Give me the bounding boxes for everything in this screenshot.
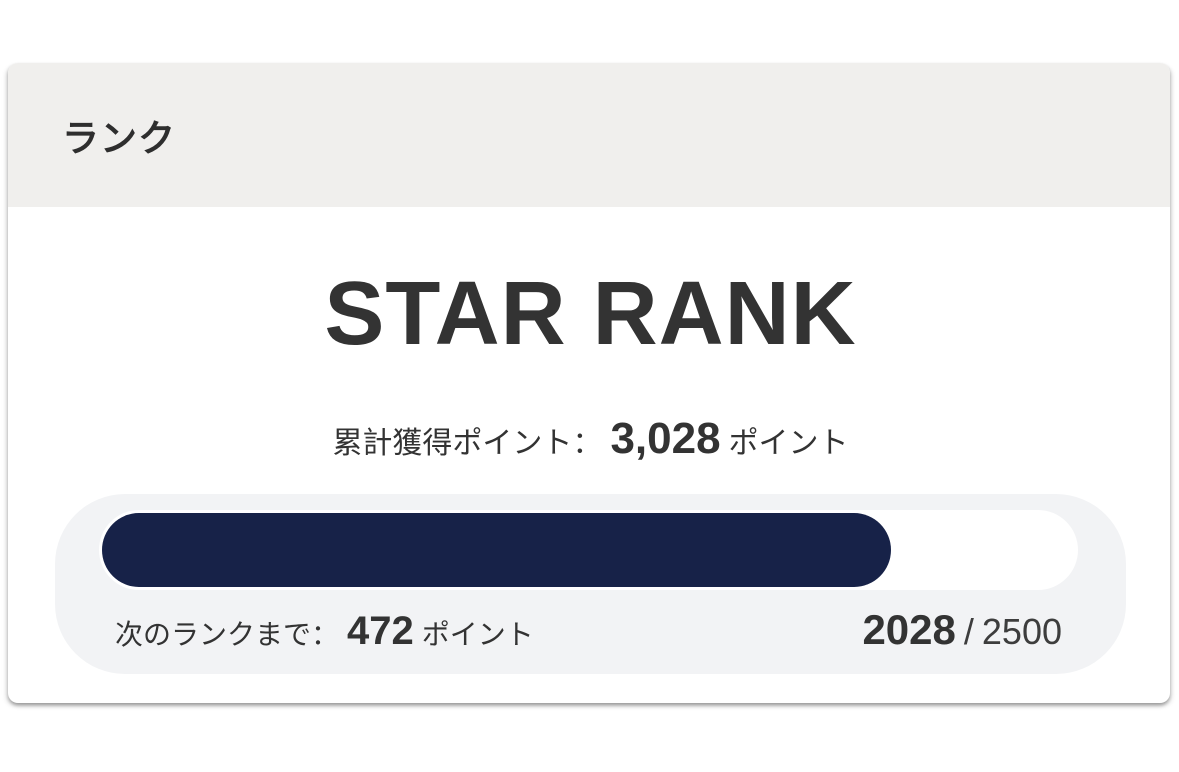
- progress-container: 次のランクまで： 472 ポイント 2028/2500: [55, 493, 1126, 674]
- next-rank-value: 472: [347, 608, 414, 653]
- rank-card: ランク STAR RANK 累計獲得ポイント： 3,028 ポイント 次のランクまで…: [8, 63, 1170, 703]
- progress-separator: /: [963, 610, 974, 652]
- total-points-label: 累計獲得ポイント：: [332, 427, 603, 460]
- total-points-line: 累計獲得ポイント： 3,028 ポイント: [55, 413, 1126, 466]
- total-points-value: 3,028: [610, 414, 721, 463]
- next-rank-label: 次のランクまで：: [115, 618, 340, 650]
- progress-labels-row: 次のランクまで： 472 ポイント 2028/2500: [99, 606, 1078, 654]
- progress-fill: [102, 512, 892, 587]
- rank-card-header: ランク: [8, 63, 1170, 207]
- total-points-unit: ポイント: [728, 427, 849, 460]
- next-rank-unit: ポイント: [421, 618, 534, 650]
- rank-name: STAR RANK: [324, 264, 857, 364]
- progress-current-value: 2028: [862, 605, 956, 653]
- card-title: ランク: [62, 118, 176, 159]
- next-rank-line: 次のランクまで： 472 ポイント: [115, 609, 534, 654]
- progress-track: [99, 509, 1078, 590]
- progress-fraction: 2028/2500: [862, 606, 1062, 654]
- progress-max-value: 2500: [981, 610, 1062, 652]
- rank-card-body: STAR RANK 累計獲得ポイント： 3,028 ポイント 次のランクまで： 472…: [8, 207, 1170, 674]
